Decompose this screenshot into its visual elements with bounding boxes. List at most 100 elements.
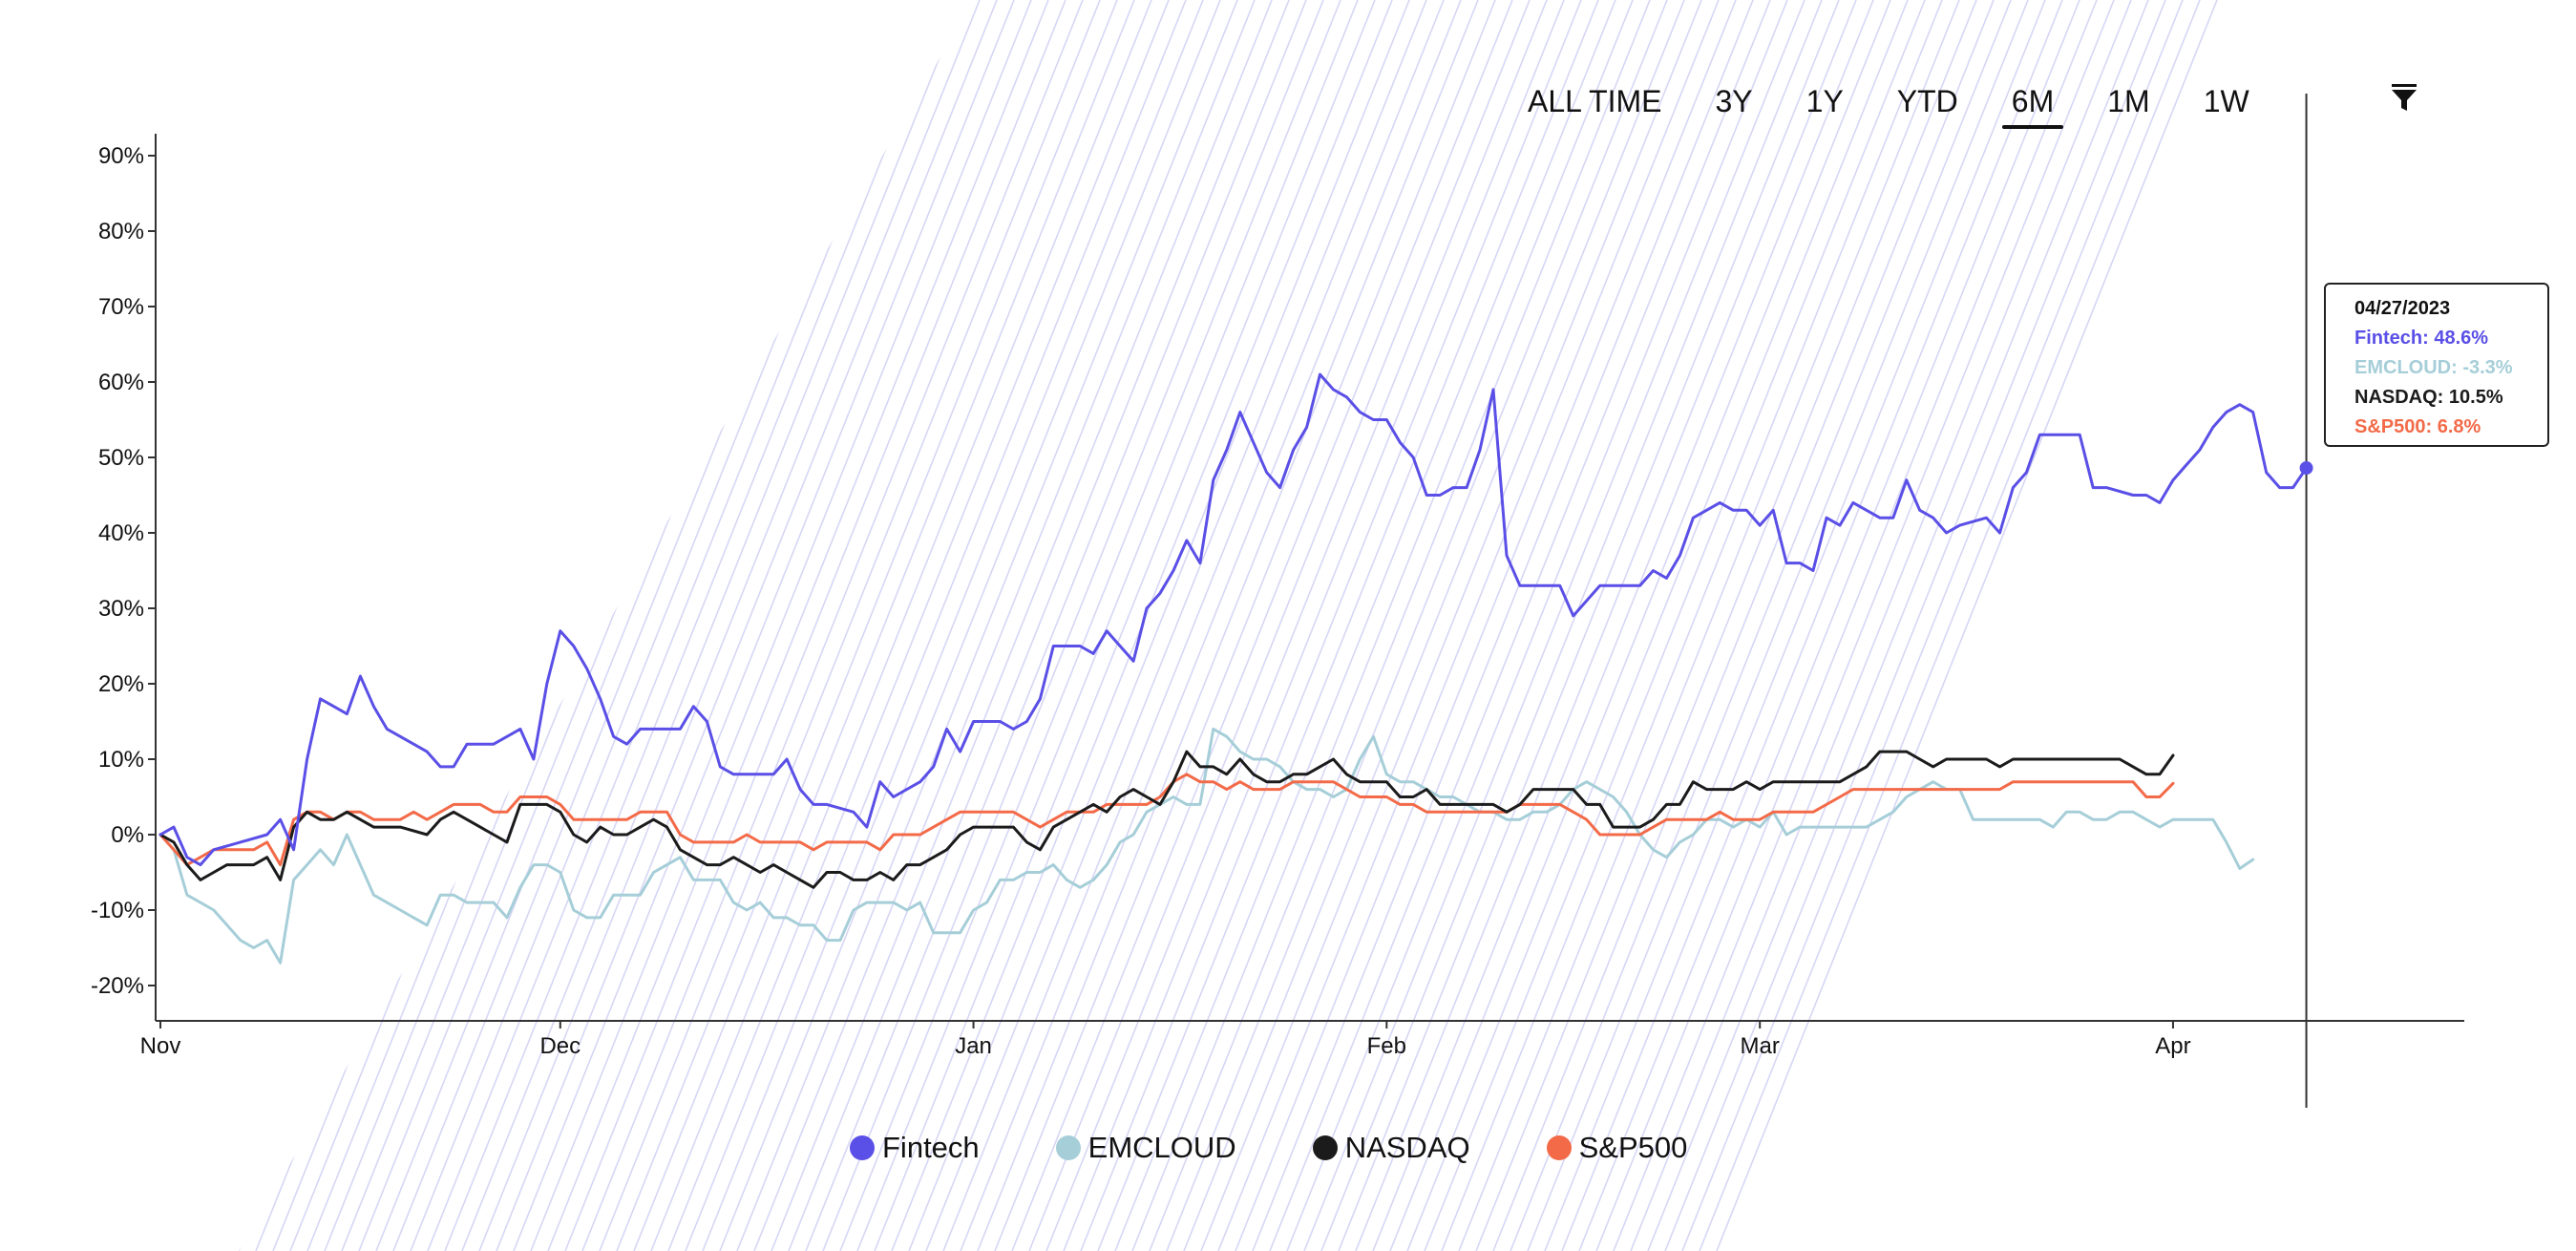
filter-icon[interactable] [2392,84,2417,113]
hatch-line [1733,0,2225,1251]
hatch-line [2335,0,2576,1251]
hatch-line [960,0,1462,1251]
y-tick-label: -10% [91,898,144,923]
hatch-line [478,0,981,1251]
hatch-line [239,0,259,1251]
range-1w-button[interactable]: 1W [2194,80,2259,129]
hatch-line [1991,0,2225,1251]
series-line-nasdaq [158,750,2175,889]
y-tick-label: 80% [98,219,144,244]
hatch-line [239,0,517,1251]
hatch-line [239,0,379,1251]
hatch-line [513,0,1015,1251]
hatch-line [771,0,1273,1251]
legend-item-sp500[interactable]: S&P500 [1546,1131,1687,1165]
hatch-line [239,0,688,1251]
hatch-line [0,0,52,1251]
hatch-line [1045,0,1548,1251]
hatch-line [874,0,1376,1251]
hatch-line [1510,0,2012,1251]
hatch-line [1630,0,2132,1251]
hatch-line [2370,0,2576,1251]
hatch-line [2232,0,2576,1251]
hatch-line [1475,0,1977,1251]
hatch-line [1080,0,1582,1251]
y-tick-label: 90% [98,143,144,169]
hatch-line [0,0,34,1251]
series-line-sp500 [158,773,2175,867]
hatch-line [1063,0,1565,1251]
hatch-line [2439,0,2576,1251]
hatch-line [1836,0,2225,1251]
hatch-line [1905,0,2225,1251]
hatch-line [239,0,706,1251]
hatch-line [839,0,1341,1251]
range-1y-button[interactable]: 1Y [1797,80,1853,129]
tooltip-emcloud: EMCLOUD: -3.3% [2354,357,2513,378]
legend-item-nasdaq[interactable]: NASDAQ [1312,1131,1470,1165]
legend-item-fintech[interactable]: Fintech [850,1131,980,1165]
hatch-line [2025,0,2225,1251]
hatch-line [2111,0,2225,1251]
hatch-line [599,0,1101,1251]
hatch-line [788,0,1290,1251]
legend-label-nasdaq: NASDAQ [1344,1131,1470,1164]
hatch-line [2387,0,2576,1251]
x-tick-label: Apr [2155,1033,2190,1059]
hatch-line [496,0,998,1251]
range-6m-button[interactable]: 6M [2001,80,2064,129]
hatch-line [272,0,774,1251]
hatch-line [702,0,1204,1251]
legend-swatch-sp500 [1546,1135,1572,1160]
tooltip-nasdaq: NASDAQ: 10.5% [2354,387,2503,408]
hatch-line [0,0,172,1251]
hatch-line [530,0,1032,1251]
tooltip-fintech: Fintech: 48.6% [2354,328,2489,349]
x-tick-label: Nov [140,1033,181,1059]
hatch-line [239,0,396,1251]
hatch-line [239,0,602,1251]
hatch-line [2042,0,2225,1251]
hatch-line [2145,0,2225,1251]
hatch-line [925,0,1427,1251]
hatch-line [1114,0,1616,1251]
range-3y-button[interactable]: 3Y [1706,80,1763,129]
hatch-line [1492,0,1995,1251]
hatch-line [239,0,327,1251]
hatch-line [0,0,103,1251]
hatch-line [2456,0,2576,1251]
hatch-line [1819,0,2225,1251]
hatch-line [1320,0,1823,1251]
hatch-line [1303,0,1805,1251]
hatch-line [239,0,551,1251]
hatch-line [1441,0,1943,1251]
hatch-line [616,0,1118,1251]
range-ytd-button[interactable]: YTD [1888,80,1968,129]
hatch-line [0,0,17,1251]
range-all-time-button[interactable]: ALL TIME [1518,80,1672,129]
hatch-line [2214,0,2225,1251]
hatch-line [2404,0,2576,1251]
hatch-line [1939,0,2225,1251]
legend-item-emcloud[interactable]: EMCLOUD [1055,1131,1236,1165]
range-1m-button[interactable]: 1M [2098,80,2159,129]
x-tick-label: Jan [955,1033,992,1059]
legend-label-fintech: Fintech [882,1131,980,1164]
hatch-line [410,0,912,1251]
hatch-line [1578,0,2080,1251]
hatch-line [239,0,568,1251]
y-tick-label: 30% [98,596,144,622]
hatch-line [1131,0,1634,1251]
hatch-line [392,0,895,1251]
series-layer [158,372,2309,965]
hatch-line [1252,0,1754,1251]
hatch-line [667,0,1170,1251]
hatch-line [239,0,362,1251]
y-tick-label: -20% [91,973,144,999]
hatch-line [1458,0,1960,1251]
hatch-line [0,0,155,1251]
hatch-line [2180,0,2225,1251]
hatch-line [2163,0,2225,1251]
